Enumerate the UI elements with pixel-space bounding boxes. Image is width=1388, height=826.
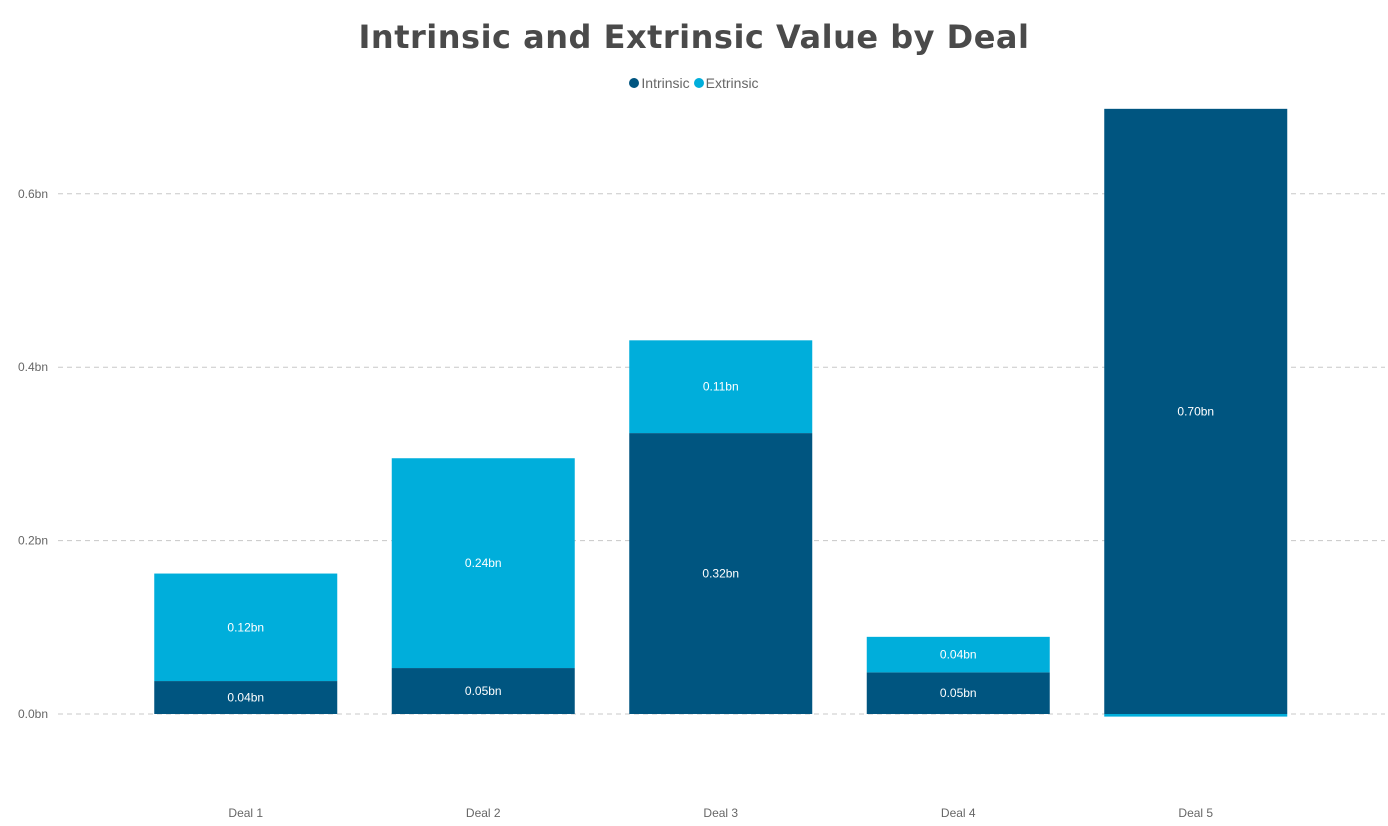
legend-marker-extrinsic [693, 78, 704, 88]
chart-legend: Intrinsic Extrinsic [0, 75, 1388, 91]
data-label-intrinsic-3: 0.32bn [702, 567, 739, 581]
bar-intrinsic-1[interactable] [154, 681, 338, 714]
data-label-extrinsic-2: 0.24bn [465, 556, 502, 570]
chart-title: Intrinsic and Extrinsic Value by Deal [358, 18, 1030, 56]
bar-extrinsic-2[interactable] [391, 458, 575, 669]
legend-label-extrinsic: Extrinsic [705, 75, 759, 91]
legend-item-extrinsic[interactable]: Extrinsic [693, 75, 759, 91]
data-label-intrinsic-4: 0.05bn [940, 686, 977, 700]
bar-intrinsic-3[interactable] [629, 433, 813, 714]
data-label-intrinsic-5: 0.70bn [1177, 404, 1214, 418]
y-tick-label-1: 0.2bn [18, 534, 48, 548]
y-tick-label-3: 0.6bn [18, 187, 48, 201]
legend-item-intrinsic[interactable]: Intrinsic [629, 75, 690, 91]
data-label-extrinsic-3: 0.11bn [703, 380, 739, 394]
y-tick-label-2: 0.4bn [18, 360, 48, 374]
bar-extrinsic-1[interactable] [154, 573, 338, 682]
legend-marker-intrinsic [629, 78, 640, 88]
bar-intrinsic-2[interactable] [391, 668, 575, 714]
x-tick-label-2: Deal 2 [466, 806, 501, 820]
data-label-intrinsic-1: 0.04bn [227, 691, 264, 705]
data-label-extrinsic-4: 0.04bn [940, 648, 977, 662]
bar-extrinsic-4[interactable] [866, 636, 1050, 673]
x-tick-label-4: Deal 4 [941, 806, 976, 820]
data-label-extrinsic-1: 0.12bn [227, 620, 264, 634]
bar-extrinsic-5[interactable] [1104, 714, 1288, 717]
bar-extrinsic-3[interactable] [629, 340, 813, 434]
data-label-intrinsic-2: 0.05bn [465, 684, 502, 698]
x-tick-label-1: Deal 1 [228, 806, 263, 820]
legend-label-intrinsic: Intrinsic [641, 75, 690, 91]
bar-intrinsic-5[interactable] [1104, 108, 1288, 715]
y-tick-label-0: 0.0bn [18, 707, 48, 721]
x-tick-label-5: Deal 5 [1178, 806, 1213, 820]
bar-intrinsic-4[interactable] [866, 672, 1050, 714]
x-tick-label-3: Deal 3 [703, 806, 738, 820]
